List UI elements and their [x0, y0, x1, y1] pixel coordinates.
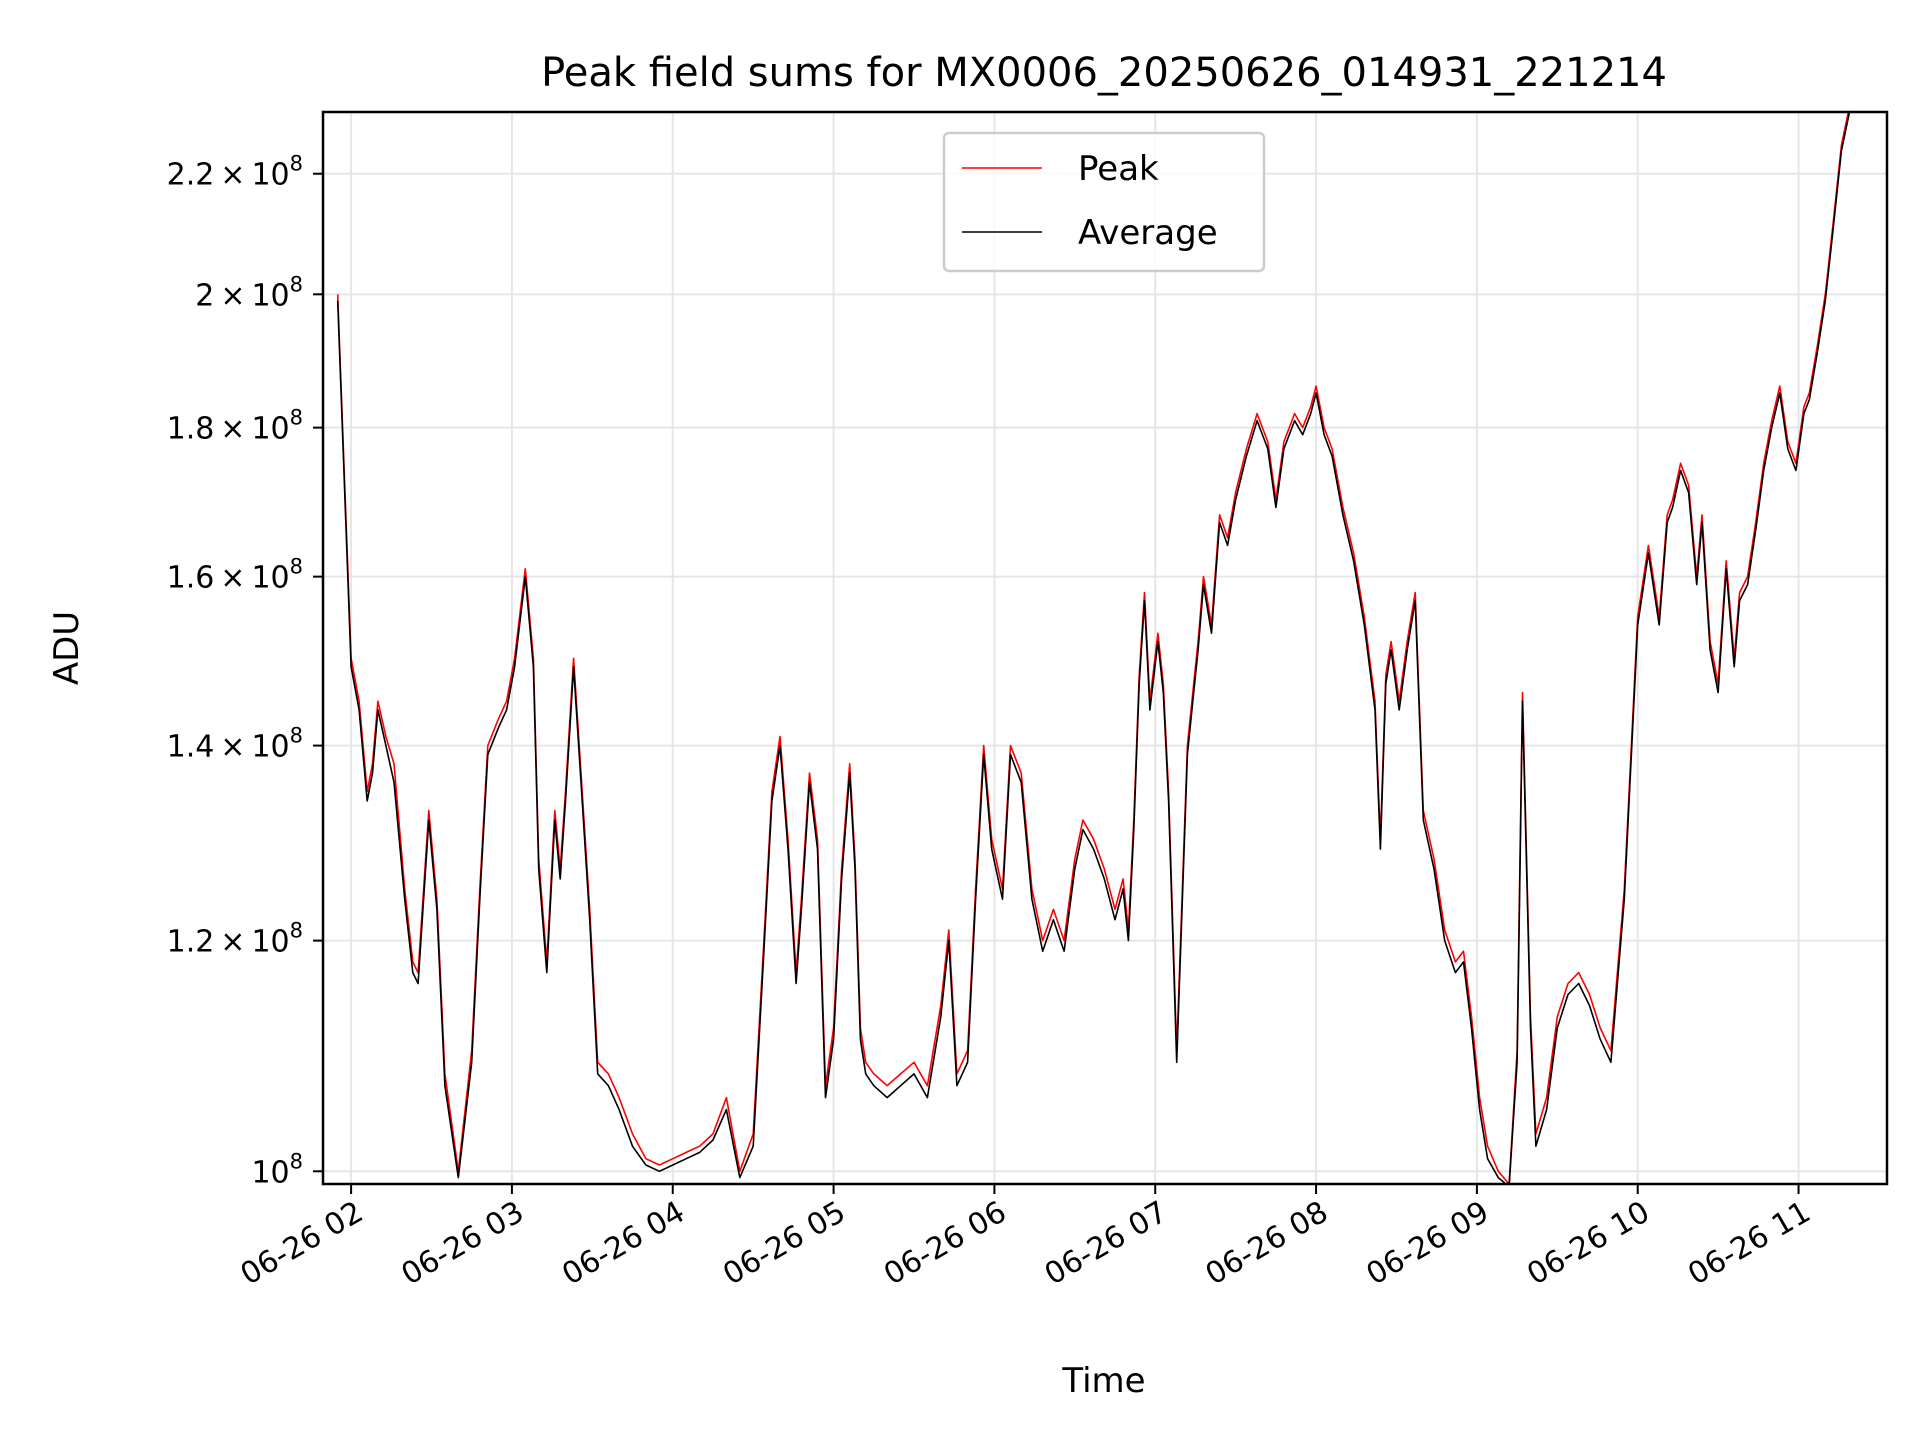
- x-axis-label: Time: [1061, 1361, 1145, 1401]
- series-line-average: [336, 112, 1851, 1184]
- y-axis-ticks: 108 1.2 × 108 1.4 × 108 1.6 × 108 1.8 × 108 2…: [167, 152, 323, 1190]
- grid: [323, 112, 1887, 1184]
- y-tick-label: 1.4 × 108: [167, 724, 303, 765]
- y-tick-label: 2.2 × 108: [167, 152, 303, 193]
- legend: Peak Average: [942, 131, 1266, 273]
- y-axis-label: ADU: [47, 611, 87, 685]
- legend-label-average: Average: [1078, 213, 1218, 253]
- y-tick-label: 1.2 × 108: [167, 919, 303, 960]
- y-tick-label: 2 × 108: [195, 272, 303, 313]
- y-tick-label: 1.8 × 108: [167, 406, 303, 447]
- plot-frame: [321, 110, 1889, 1186]
- chart-title: Peak field sums for MX0006_20250626_0149…: [541, 50, 1667, 96]
- legend-label-peak: Peak: [1078, 149, 1159, 189]
- series-lines: [336, 112, 1851, 1184]
- y-tick-label: 108: [251, 1149, 303, 1190]
- y-tick-label: 1.6 × 108: [167, 555, 303, 596]
